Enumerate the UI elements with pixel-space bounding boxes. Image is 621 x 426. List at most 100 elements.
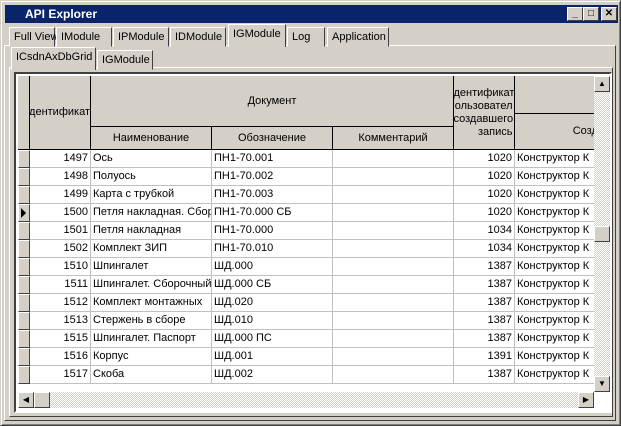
header-name[interactable]: Наименование: [91, 127, 212, 150]
cell-creator[interactable]: Конструктор К: [515, 348, 605, 366]
subtab-igmodule[interactable]: IGModule: [97, 50, 153, 70]
cell-name[interactable]: Комплект ЗИП: [91, 240, 212, 258]
cell-user-id[interactable]: 1020: [454, 168, 515, 186]
cell-name[interactable]: Шпингалет. Сборочный: [91, 276, 212, 294]
row-indicator[interactable]: [18, 240, 30, 258]
cell-comment[interactable]: [333, 204, 454, 222]
cell-id[interactable]: 1499: [30, 186, 91, 204]
maximize-button[interactable]: □: [583, 7, 599, 21]
row-indicator[interactable]: [18, 204, 30, 222]
cell-name[interactable]: Шпингалет. Паспорт: [91, 330, 212, 348]
scroll-down-button[interactable]: ▼: [594, 376, 610, 392]
tab-full-view[interactable]: Full View: [9, 27, 58, 47]
cell-designation[interactable]: ПН1-70.010: [212, 240, 333, 258]
cell-designation[interactable]: ШД.000 ПС: [212, 330, 333, 348]
cell-id[interactable]: 1502: [30, 240, 91, 258]
cell-id[interactable]: 1512: [30, 294, 91, 312]
tab-igmodule[interactable]: IGModule: [228, 24, 286, 47]
cell-id[interactable]: 1501: [30, 222, 91, 240]
row-indicator[interactable]: [18, 366, 30, 384]
cell-name[interactable]: Комплект монтажных: [91, 294, 212, 312]
cell-user-id[interactable]: 1020: [454, 186, 515, 204]
cell-comment[interactable]: [333, 240, 454, 258]
cell-comment[interactable]: [333, 150, 454, 168]
tab-application[interactable]: Application: [327, 27, 389, 47]
cell-comment[interactable]: [333, 222, 454, 240]
tab-idmodule[interactable]: IDModule: [170, 27, 226, 47]
cell-creator[interactable]: Конструктор К: [515, 240, 605, 258]
cell-name[interactable]: Ось: [91, 150, 212, 168]
cell-creator[interactable]: Конструктор К: [515, 312, 605, 330]
cell-comment[interactable]: [333, 258, 454, 276]
cell-designation[interactable]: ШД.010: [212, 312, 333, 330]
scroll-right-button[interactable]: ▶: [578, 392, 594, 408]
header-creator[interactable]: Созда: [515, 114, 605, 150]
close-button[interactable]: ✕: [601, 7, 617, 21]
row-indicator[interactable]: [18, 150, 30, 168]
header-id[interactable]: дентификат: [30, 76, 91, 150]
vertical-scroll-thumb[interactable]: [594, 226, 610, 242]
cell-creator[interactable]: Конструктор К: [515, 168, 605, 186]
cell-name[interactable]: Петля накладная. Сбор: [91, 204, 212, 222]
cell-creator[interactable]: Конструктор К: [515, 150, 605, 168]
subtab-icsdnaxdbgrid[interactable]: ICsdnAxDbGrid: [11, 47, 96, 70]
cell-id[interactable]: 1500: [30, 204, 91, 222]
cell-creator[interactable]: Конструктор К: [515, 222, 605, 240]
cell-comment[interactable]: [333, 330, 454, 348]
cell-name[interactable]: Корпус: [91, 348, 212, 366]
cell-comment[interactable]: [333, 168, 454, 186]
row-indicator[interactable]: [18, 348, 30, 366]
row-indicator[interactable]: [18, 294, 30, 312]
cell-user-id[interactable]: 1391: [454, 348, 515, 366]
scroll-up-button[interactable]: ▲: [594, 76, 610, 92]
cell-creator[interactable]: Конструктор К: [515, 330, 605, 348]
cell-designation[interactable]: ШД.002: [212, 366, 333, 384]
cell-creator[interactable]: Конструктор К: [515, 366, 605, 384]
cell-creator[interactable]: Конструктор К: [515, 186, 605, 204]
cell-creator[interactable]: Конструктор К: [515, 294, 605, 312]
row-indicator[interactable]: [18, 168, 30, 186]
row-indicator[interactable]: [18, 312, 30, 330]
cell-creator[interactable]: Конструктор К: [515, 258, 605, 276]
cell-id[interactable]: 1497: [30, 150, 91, 168]
cell-user-id[interactable]: 1020: [454, 150, 515, 168]
cell-name[interactable]: Петля накладная: [91, 222, 212, 240]
tab-imodule[interactable]: IModule: [56, 27, 112, 47]
header-comment[interactable]: Комментарий: [333, 127, 454, 150]
cell-designation[interactable]: ШД.000 СБ: [212, 276, 333, 294]
header-document[interactable]: Документ: [91, 76, 454, 127]
cell-id[interactable]: 1516: [30, 348, 91, 366]
cell-designation[interactable]: ПН1-70.003: [212, 186, 333, 204]
row-indicator[interactable]: [18, 330, 30, 348]
cell-designation[interactable]: ПН1-70.000 СБ: [212, 204, 333, 222]
cell-user-id[interactable]: 1387: [454, 294, 515, 312]
cell-user-id[interactable]: 1387: [454, 258, 515, 276]
cell-user-id[interactable]: 1034: [454, 222, 515, 240]
cell-user-id[interactable]: 1387: [454, 276, 515, 294]
cell-name[interactable]: Шпингалет: [91, 258, 212, 276]
cell-designation[interactable]: ПН1-70.000: [212, 222, 333, 240]
cell-user-id[interactable]: 1387: [454, 312, 515, 330]
row-indicator[interactable]: [18, 186, 30, 204]
cell-id[interactable]: 1498: [30, 168, 91, 186]
cell-comment[interactable]: [333, 294, 454, 312]
cell-comment[interactable]: [333, 366, 454, 384]
cell-id[interactable]: 1510: [30, 258, 91, 276]
cell-user-id[interactable]: 1387: [454, 330, 515, 348]
cell-creator[interactable]: Конструктор К: [515, 276, 605, 294]
minimize-button[interactable]: _: [567, 7, 583, 21]
cell-designation[interactable]: ПН1-70.002: [212, 168, 333, 186]
cell-user-id[interactable]: 1387: [454, 366, 515, 384]
scroll-left-button[interactable]: ◀: [18, 392, 34, 408]
header-user-id[interactable]: дентификат ользовател создавшего запись: [454, 76, 515, 150]
cell-comment[interactable]: [333, 276, 454, 294]
cell-designation[interactable]: ШД.000: [212, 258, 333, 276]
cell-id[interactable]: 1517: [30, 366, 91, 384]
row-indicator[interactable]: [18, 222, 30, 240]
cell-id[interactable]: 1511: [30, 276, 91, 294]
cell-creator[interactable]: Конструктор К: [515, 204, 605, 222]
cell-comment[interactable]: [333, 312, 454, 330]
cell-name[interactable]: Скоба: [91, 366, 212, 384]
tab-ipmodule[interactable]: IPModule: [113, 27, 169, 47]
header-designation[interactable]: Обозначение: [212, 127, 333, 150]
